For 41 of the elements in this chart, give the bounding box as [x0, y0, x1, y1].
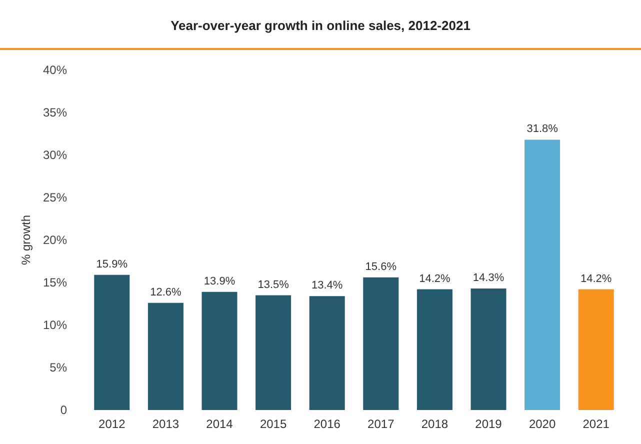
- data-label: 31.8%: [526, 123, 558, 136]
- bar: [148, 302, 184, 410]
- data-label: 14.2%: [419, 272, 451, 285]
- bar: [363, 277, 399, 410]
- bar: [94, 274, 130, 410]
- x-tick-label: 2020: [528, 417, 556, 431]
- data-label: 15.9%: [96, 258, 128, 270]
- y-tick-label: 40%: [42, 63, 68, 77]
- chart-title: Year-over-year growth in online sales, 2012-2021: [170, 18, 470, 33]
- y-tick-label: 20%: [42, 233, 68, 247]
- y-tick-label: 10%: [42, 318, 68, 332]
- y-tick-label: 5%: [50, 360, 68, 374]
- data-label: 13.9%: [204, 275, 236, 288]
- bar: [309, 296, 345, 410]
- bar: [524, 140, 560, 410]
- x-tick-label: 2012: [98, 417, 126, 431]
- x-tick-label: 2016: [314, 417, 341, 431]
- x-tick-label: 2013: [152, 417, 180, 431]
- bar: [470, 288, 506, 410]
- data-label: 15.6%: [365, 260, 397, 273]
- bar: [578, 289, 614, 410]
- x-tick-label: 2019: [475, 417, 502, 431]
- x-tick-label: 2017: [368, 417, 395, 431]
- y-tick-label: 25%: [42, 190, 68, 204]
- x-tick-label: 2021: [582, 417, 610, 431]
- x-tick-label: 2015: [260, 417, 287, 431]
- x-tick-label: 2014: [206, 417, 234, 431]
- y-tick-label: 30%: [42, 148, 68, 162]
- y-axis-title: % growth: [19, 214, 34, 266]
- data-label: 12.6%: [150, 286, 182, 298]
- bar: [202, 292, 238, 410]
- bar: [256, 295, 292, 410]
- y-tick-label: 0: [60, 403, 68, 417]
- data-label: 13.4%: [312, 280, 343, 292]
- data-label: 13.5%: [258, 278, 290, 291]
- bar: [416, 289, 452, 410]
- data-label: 14.3%: [472, 272, 504, 284]
- data-label: 14.2%: [580, 272, 612, 285]
- x-tick-label: 2018: [421, 417, 448, 431]
- y-tick-label: 15%: [42, 276, 68, 290]
- y-tick-label: 35%: [42, 106, 68, 120]
